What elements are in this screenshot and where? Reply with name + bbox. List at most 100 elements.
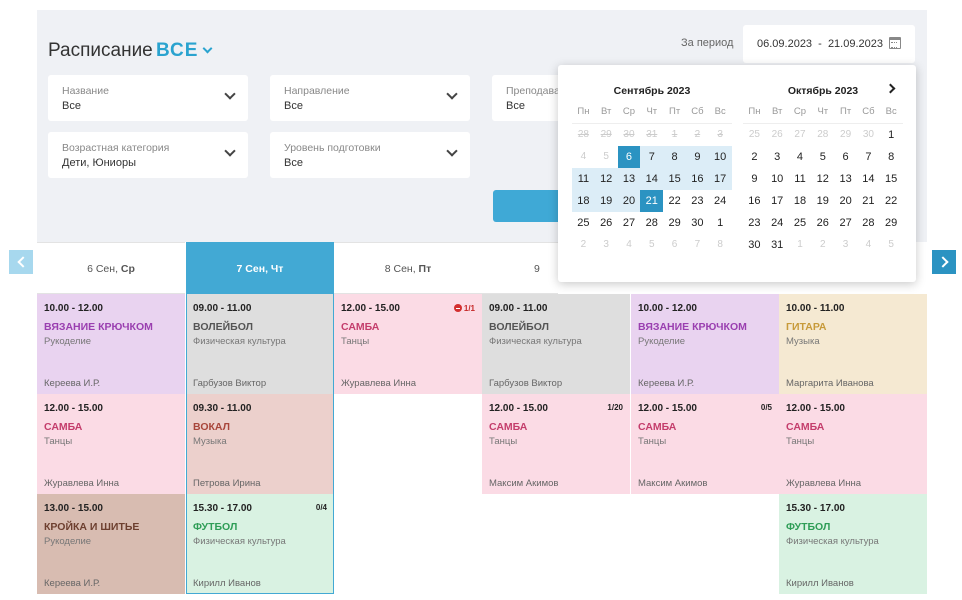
calendar-day[interactable]: 21: [862, 195, 875, 207]
day-header-1[interactable]: 6 Сен, Ср: [37, 242, 185, 294]
calendar-day[interactable]: 12: [594, 168, 618, 190]
calendar-day[interactable]: 1: [888, 129, 895, 141]
calendar-day[interactable]: 10: [708, 146, 732, 168]
calendar-day[interactable]: 31: [771, 239, 784, 251]
age-category-select[interactable]: Возрастная категория Дети, Юниоры: [48, 132, 248, 178]
calendar-day[interactable]: 11: [794, 173, 806, 185]
calendar-day[interactable]: 26: [771, 129, 783, 140]
prev-days-button[interactable]: [9, 250, 33, 274]
event-card[interactable]: 12.00 - 15.00 САМБА Танцы Максим Акимов …: [631, 394, 779, 494]
calendar-day[interactable]: 1: [797, 239, 803, 250]
calendar-day[interactable]: 29: [885, 217, 898, 229]
calendar-day[interactable]: 7: [694, 239, 701, 250]
event-card[interactable]: 10.00 - 11.00 ГИТАРА Музыка Маргарита Ив…: [779, 294, 927, 394]
calendar-day[interactable]: 15: [885, 173, 898, 185]
calendar-day[interactable]: 15: [663, 168, 686, 190]
calendar-day[interactable]: 5: [888, 239, 894, 250]
calendar-day[interactable]: 5: [819, 151, 826, 163]
calendar-day[interactable]: 2: [751, 151, 758, 163]
calendar-day[interactable]: 27: [794, 129, 806, 140]
event-card[interactable]: 09.30 - 11.00 ВОКАЛ Музыка Петрова Ирина: [186, 394, 334, 494]
name-select[interactable]: Название Все: [48, 75, 248, 121]
calendar-day[interactable]: 1: [671, 129, 678, 140]
calendar-icon[interactable]: [889, 37, 901, 49]
calendar-day[interactable]: 30: [862, 129, 874, 140]
calendar-day[interactable]: 6: [671, 239, 678, 250]
calendar-day[interactable]: 4: [865, 239, 872, 250]
event-card[interactable]: 09.00 - 11.00 ВОЛЕЙБОЛ Физическая культу…: [186, 294, 334, 394]
calendar-day[interactable]: 22: [668, 195, 681, 207]
event-card[interactable]: 13.00 - 15.00 КРОЙКА И ШИТЬЕ Рукоделие К…: [37, 494, 185, 594]
calendar-day[interactable]: 22: [885, 195, 898, 207]
calendar-day[interactable]: 30: [623, 129, 635, 140]
calendar-day[interactable]: 24: [771, 217, 784, 229]
calendar-day[interactable]: 24: [714, 195, 727, 207]
calendar-day[interactable]: 28: [817, 129, 829, 140]
calendar-day[interactable]: 26: [816, 217, 829, 229]
calendar-day[interactable]: 3: [774, 151, 781, 163]
apply-filter-button[interactable]: [493, 190, 563, 222]
calendar-day[interactable]: 9: [685, 146, 709, 168]
calendar-day[interactable]: 4: [626, 239, 632, 250]
calendar-day[interactable]: 12: [816, 173, 829, 185]
calendar-day[interactable]: 4: [580, 151, 587, 162]
calendar-day[interactable]: 17: [771, 195, 784, 207]
calendar-day[interactable]: 25: [793, 217, 807, 229]
calendar-day[interactable]: 20: [617, 190, 641, 212]
calendar-day[interactable]: 17: [708, 168, 732, 190]
calendar-day[interactable]: 2: [580, 239, 587, 250]
calendar-day[interactable]: 5: [649, 239, 655, 250]
calendar-day[interactable]: 19: [816, 195, 829, 207]
event-card[interactable]: 10.00 - 12.00 ВЯЗАНИЕ КРЮЧКОМ Рукоделие …: [37, 294, 185, 394]
calendar-day[interactable]: 14: [862, 173, 875, 185]
calendar-day[interactable]: 23: [748, 217, 761, 229]
calendar-day[interactable]: 18: [793, 195, 807, 207]
calendar-day[interactable]: 13: [839, 173, 852, 185]
next-days-button[interactable]: [932, 250, 956, 274]
calendar-day[interactable]: 20: [839, 195, 852, 207]
event-card[interactable]: 12.00 - 15.00 САМБА Танцы Журавлева Инна…: [334, 294, 482, 394]
calendar-day[interactable]: 3: [842, 239, 849, 250]
calendar-day[interactable]: 27: [839, 217, 852, 229]
calendar-day[interactable]: 10: [771, 173, 784, 185]
calendar-day[interactable]: 21: [640, 190, 664, 212]
calendar-day[interactable]: 1: [717, 217, 724, 229]
calendar-day[interactable]: 18: [572, 190, 595, 212]
calendar-day[interactable]: 4: [796, 151, 804, 163]
calendar-day[interactable]: 7: [640, 146, 664, 168]
event-card[interactable]: 12.00 - 15.00 САМБА Танцы Журавлева Инна: [37, 394, 185, 494]
calendar-day[interactable]: 28: [645, 217, 658, 229]
event-card[interactable]: 09.00 - 11.00 ВОЛЕЙБОЛ Физическая культу…: [482, 294, 630, 394]
calendar-day[interactable]: 30: [748, 239, 761, 251]
calendar-day[interactable]: 16: [685, 168, 709, 190]
calendar-day[interactable]: 25: [577, 217, 590, 229]
calendar-day[interactable]: 28: [577, 129, 589, 140]
calendar-day[interactable]: 25: [748, 129, 760, 140]
day-header-2[interactable]: 7 Сен, Чт: [186, 242, 334, 294]
calendar-day[interactable]: 8: [663, 146, 686, 168]
calendar-day[interactable]: 9: [751, 173, 758, 185]
event-card[interactable]: 15.30 - 17.00 ФУТБОЛ Физическая культура…: [186, 494, 334, 594]
calendar-day[interactable]: 19: [594, 190, 618, 212]
calendar-day[interactable]: 11: [572, 168, 595, 190]
calendar-day[interactable]: 2: [694, 129, 701, 140]
calendar-day[interactable]: 29: [668, 217, 681, 229]
calendar-day[interactable]: 29: [840, 129, 852, 140]
calendar-day[interactable]: 27: [622, 217, 636, 229]
calendar-day[interactable]: 2: [820, 239, 826, 250]
calendar-day[interactable]: 6: [842, 151, 849, 163]
schedule-filter-dropdown[interactable]: ВСЕ: [156, 40, 213, 62]
event-card[interactable]: 10.00 - 12.00 ВЯЗАНИЕ КРЮЧКОМ Рукоделие …: [631, 294, 779, 394]
calendar-day[interactable]: 28: [862, 217, 875, 229]
calendar-day[interactable]: 3: [717, 129, 723, 140]
direction-select[interactable]: Направление Все: [270, 75, 470, 121]
calendar-day[interactable]: 26: [600, 217, 613, 229]
calendar-day[interactable]: 8: [717, 239, 723, 250]
level-select[interactable]: Уровень подготовки Все: [270, 132, 470, 178]
period-date-field[interactable]: 06.09.2023 - 21.09.2023: [743, 25, 915, 63]
calendar-day[interactable]: 3: [603, 239, 609, 250]
day-header-4[interactable]: 9 Сен: [482, 242, 558, 327]
day-header-3[interactable]: 8 Сен, Пт: [334, 242, 482, 294]
event-card[interactable]: 12.00 - 15.00 САМБА Танцы Максим Акимов …: [482, 394, 630, 494]
calendar-day[interactable]: 13: [617, 168, 641, 190]
